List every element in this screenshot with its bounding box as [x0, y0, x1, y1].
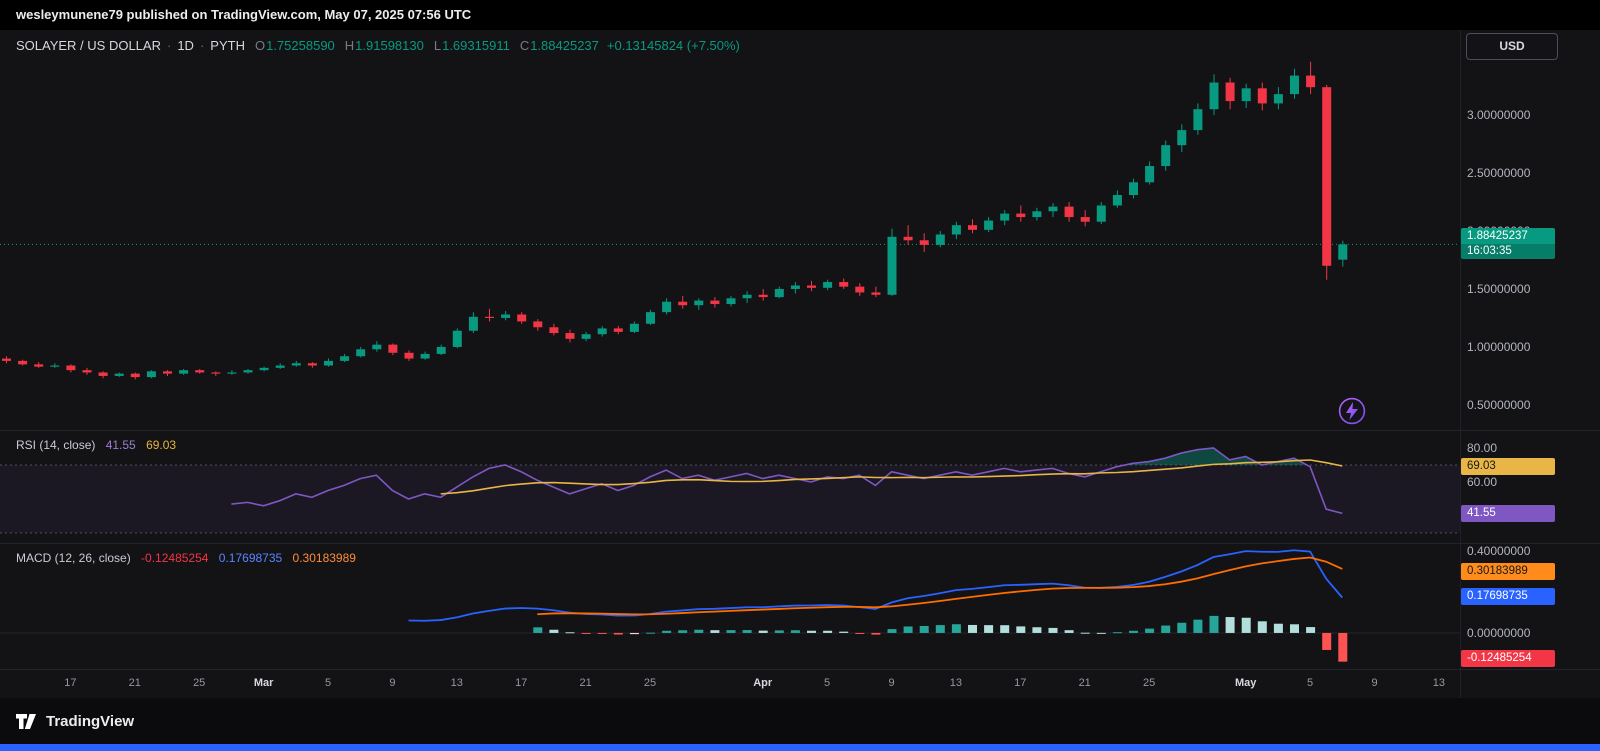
- high-label: H: [345, 38, 354, 53]
- rsi-title: RSI (14, close): [16, 438, 95, 452]
- time-axis-label: 9: [1371, 677, 1377, 689]
- axis-label: 1.00000000: [1467, 339, 1530, 355]
- axis-label: 0.40000000: [1467, 543, 1530, 559]
- macd-line: [409, 550, 1343, 620]
- time-axis-label: Mar: [254, 677, 274, 689]
- macd-hist-value: -0.12485254: [141, 551, 208, 565]
- time-axis-label: 13: [1433, 677, 1445, 689]
- brand-accent-strip: [0, 744, 1600, 751]
- boost-button[interactable]: [1338, 397, 1366, 425]
- time-axis-label: 9: [888, 677, 894, 689]
- chart-region: SOLAYER / US DOLLAR · 1D · PYTH O1.75258…: [0, 30, 1600, 698]
- time-axis-label: 5: [824, 677, 830, 689]
- change-value: +0.13145824 (+7.50%): [607, 38, 740, 53]
- current-price-badge: 1.8842523716:03:35: [1461, 228, 1555, 259]
- close-label: C: [520, 38, 529, 53]
- rsi-header: RSI (14, close) 41.55 69.03: [16, 438, 183, 452]
- axis-label: 60.00: [1467, 474, 1497, 490]
- axis-label: 0.50000000: [1467, 397, 1530, 413]
- axis-label: 80.00: [1467, 440, 1497, 456]
- macd-header: MACD (12, 26, close) -0.12485254 0.17698…: [16, 551, 363, 565]
- time-axis-label: 21: [579, 677, 591, 689]
- axis-label: 3.00000000: [1467, 107, 1530, 123]
- open-value: 1.75258590: [266, 38, 335, 53]
- rsi-ma-value: 69.03: [146, 438, 176, 452]
- tradingview-home-link[interactable]: TradingView: [14, 713, 134, 730]
- rsi-ma-badge: 69.03: [1461, 458, 1555, 475]
- time-axis-label: Apr: [753, 677, 772, 689]
- macd-title: MACD (12, 26, close): [16, 551, 131, 565]
- time-axis-label: 5: [325, 677, 331, 689]
- separator-dot: ·: [200, 38, 204, 53]
- tradingview-logo: [14, 713, 38, 730]
- time-axis-label: 25: [1143, 677, 1155, 689]
- axis-label: 1.50000000: [1467, 281, 1530, 297]
- time-axis-label: 17: [64, 677, 76, 689]
- tradingview-snapshot: wesleymunene79 published on TradingView.…: [0, 0, 1600, 751]
- currency-toggle-button[interactable]: USD: [1466, 33, 1558, 60]
- time-axis-label: 13: [451, 677, 463, 689]
- time-axis[interactable]: 17 21 25 Mar 5 9 13 17 21 25 Apr 5 9 13 17 21 25 May 5 9 13: [0, 670, 1600, 698]
- macd-histogram: [533, 616, 1347, 662]
- high-value: 1.91598130: [355, 38, 424, 53]
- feed-label: PYTH: [210, 38, 245, 53]
- rsi-pane-canvas[interactable]: [0, 432, 1460, 542]
- macd-signal-line: [537, 557, 1342, 614]
- footer-brand: TradingView: [46, 713, 134, 730]
- time-axis-label: 25: [644, 677, 656, 689]
- macd-signal-value: 0.30183989: [293, 551, 356, 565]
- pane-separator[interactable]: [0, 430, 1600, 431]
- close-value: 1.88425237: [530, 38, 599, 53]
- time-axis-label: 17: [1014, 677, 1026, 689]
- macd-signal-badge: 0.30183989: [1461, 563, 1555, 580]
- axis-label: 0.00000000: [1467, 625, 1530, 641]
- time-axis-label: 25: [193, 677, 205, 689]
- axis-label: 2.50000000: [1467, 165, 1530, 181]
- pane-separator[interactable]: [0, 543, 1600, 544]
- publish-text: wesleymunene79 published on TradingView.…: [16, 7, 471, 22]
- rsi-value-badge: 41.55: [1461, 505, 1555, 522]
- time-axis-label: May: [1235, 677, 1256, 689]
- separator-dot: ·: [167, 38, 171, 53]
- open-label: O: [255, 38, 265, 53]
- macd-line-value: 0.17698735: [219, 551, 282, 565]
- rsi-value: 41.55: [106, 438, 136, 452]
- symbol-title: SOLAYER / US DOLLAR: [16, 38, 161, 53]
- low-label: L: [434, 38, 441, 53]
- candles-layer: [2, 62, 1347, 380]
- time-axis-label: 21: [129, 677, 141, 689]
- publish-bar: wesleymunene79 published on TradingView.…: [0, 0, 1600, 30]
- macd-line-badge: 0.17698735: [1461, 588, 1555, 605]
- time-axis-label: 5: [1307, 677, 1313, 689]
- price-pane-canvas[interactable]: [0, 30, 1460, 430]
- time-axis-label: 17: [515, 677, 527, 689]
- time-axis-label: 9: [389, 677, 395, 689]
- time-axis-label: 13: [950, 677, 962, 689]
- symbol-header: SOLAYER / US DOLLAR · 1D · PYTH O1.75258…: [16, 38, 740, 53]
- macd-hist-badge: -0.12485254: [1461, 650, 1555, 667]
- low-value: 1.69315911: [442, 38, 510, 53]
- time-axis-label: 21: [1079, 677, 1091, 689]
- interval-label: 1D: [177, 38, 194, 53]
- lightning-icon: [1338, 397, 1366, 425]
- rsi-band: [0, 465, 1460, 533]
- footer: TradingView: [0, 698, 1600, 744]
